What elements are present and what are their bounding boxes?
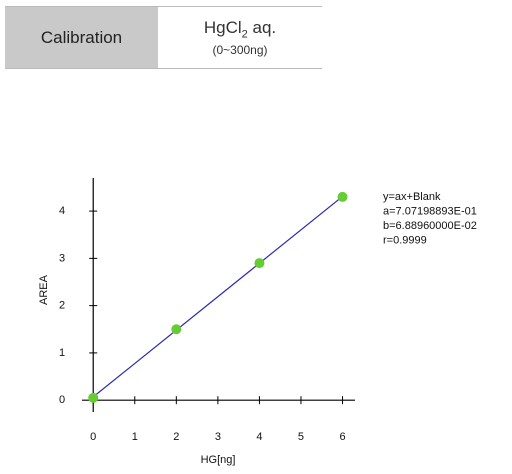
annotation: y=ax+Blank [383,191,441,203]
data-point [171,324,182,335]
x-tick-label: 5 [298,431,304,443]
x-tick-label: 1 [132,431,138,443]
data-point [88,392,99,403]
y-axis-label: AREA [38,274,50,305]
data-point [337,191,348,202]
sample-suffix: aq. [247,17,277,37]
x-tick-label: 3 [215,431,221,443]
fit-line [92,195,343,398]
label-cell: Calibration [5,7,158,68]
value-cell: HgCl2 aq. (0~300ng) [158,7,322,68]
y-tick-label: 4 [59,205,65,217]
y-tick-label: 0 [59,394,65,406]
sample-name-text: HgCl [203,17,242,37]
data-point [254,258,265,269]
y-tick-label: 2 [59,300,65,312]
info-table: Calibration HgCl2 aq. (0~300ng) [5,6,322,69]
sample-range: (0~300ng) [212,43,268,58]
annotation: a=7.07198893E-01 [383,205,477,217]
x-tick-label: 2 [173,431,179,443]
y-tick-label: 1 [59,347,65,359]
sample-subscript: 2 [241,28,248,41]
annotation: b=6.88960000E-02 [383,220,477,232]
x-axis-label: HG[ng] [201,454,236,466]
annotation: r=0.9999 [383,234,427,246]
x-tick-label: 6 [339,431,345,443]
y-tick-label: 3 [59,252,65,264]
sample-name: HgCl2 aq. [204,18,276,40]
x-tick-label: 0 [90,431,96,443]
x-tick-label: 4 [256,431,262,443]
